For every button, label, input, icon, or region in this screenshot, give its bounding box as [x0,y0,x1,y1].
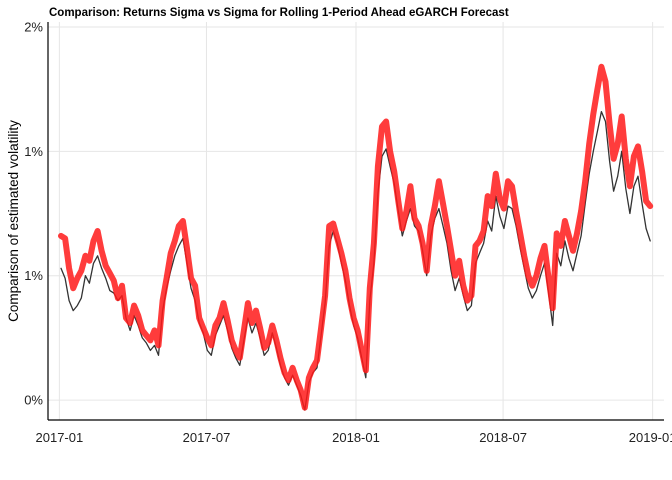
series-layer [58,63,654,411]
x-tick-label: 2017-01 [36,430,84,445]
axes [47,22,664,421]
x-tick-label: 2018-07 [479,430,527,445]
y-tick-label: 1% [24,144,43,159]
x-tick-label: 2019-01 [629,430,672,445]
y-tick-label: 0% [24,393,43,408]
grid-lines [48,22,664,420]
y-axis-title: Comparison of estimated volatility [6,120,21,322]
x-tick-label: 2017-07 [183,430,231,445]
tick-labels: 2017-01 2017-07 2018-01 2018-07 2019-01 0% 1% 1… [24,19,672,445]
forecast-sigma-line [58,63,654,411]
y-tick-label: 1% [24,268,43,283]
x-tick-label: 2018-01 [332,430,380,445]
chart-title: Comparison: Returns Sigma vs Sigma for R… [49,7,509,19]
y-tick-label: 2% [24,19,43,34]
